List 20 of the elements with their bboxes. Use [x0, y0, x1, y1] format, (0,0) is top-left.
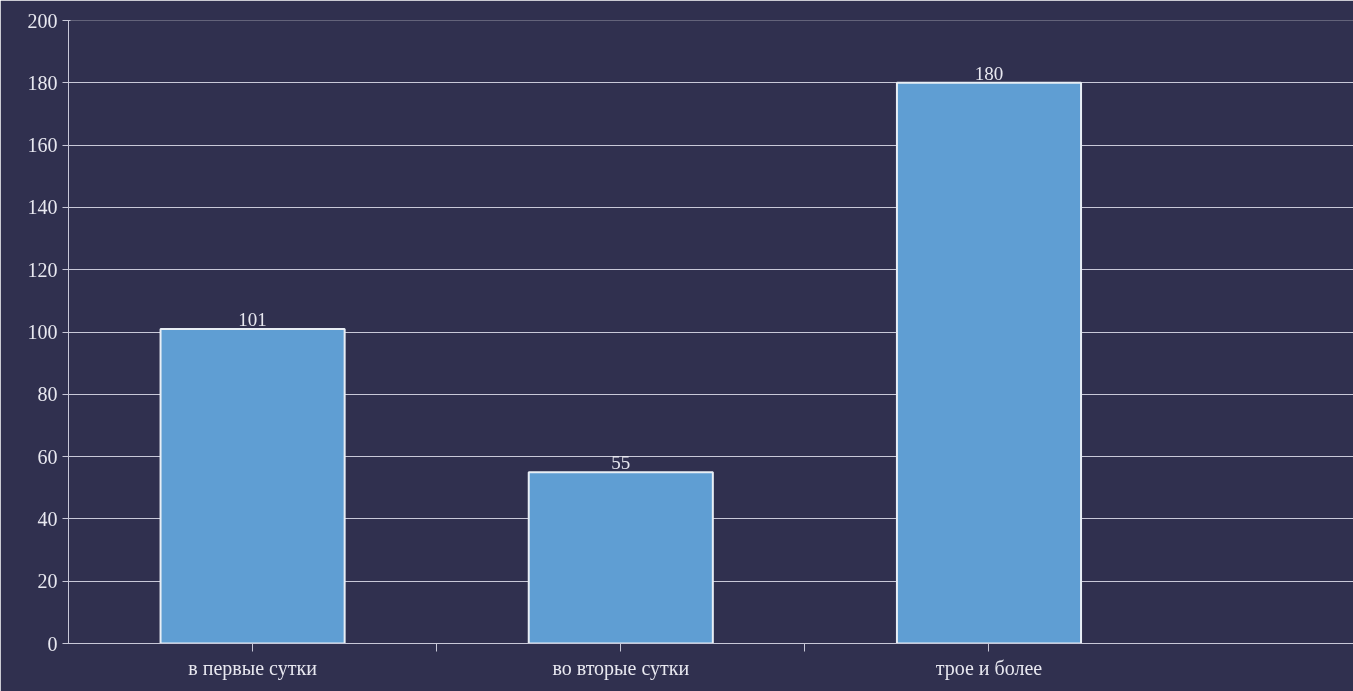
y-tick-label: 120: [27, 258, 58, 281]
bar: [159, 327, 346, 644]
data-label: 180: [974, 62, 1004, 84]
x-tick-label: в первые сутки: [188, 656, 318, 680]
y-tick-label: 140: [27, 196, 58, 219]
y-tick-label: 100: [27, 321, 58, 343]
y-tick-label: 0: [47, 632, 58, 655]
x-tick-label: во вторые сутки: [552, 656, 690, 680]
bar: [895, 81, 1083, 644]
x-tick-label: трое и более: [935, 656, 1043, 680]
bar: [527, 471, 714, 644]
y-tick-label: 40: [37, 507, 58, 530]
y-tick-label: 20: [37, 570, 58, 593]
data-label: 101: [238, 308, 267, 330]
y-tick-label: 160: [27, 134, 58, 157]
y-tick-label: 80: [37, 383, 58, 406]
y-tick-label: 200: [27, 9, 58, 32]
data-label: 55: [611, 452, 631, 474]
y-tick-label: 180: [27, 71, 58, 94]
y-tick-label: 60: [37, 445, 58, 468]
